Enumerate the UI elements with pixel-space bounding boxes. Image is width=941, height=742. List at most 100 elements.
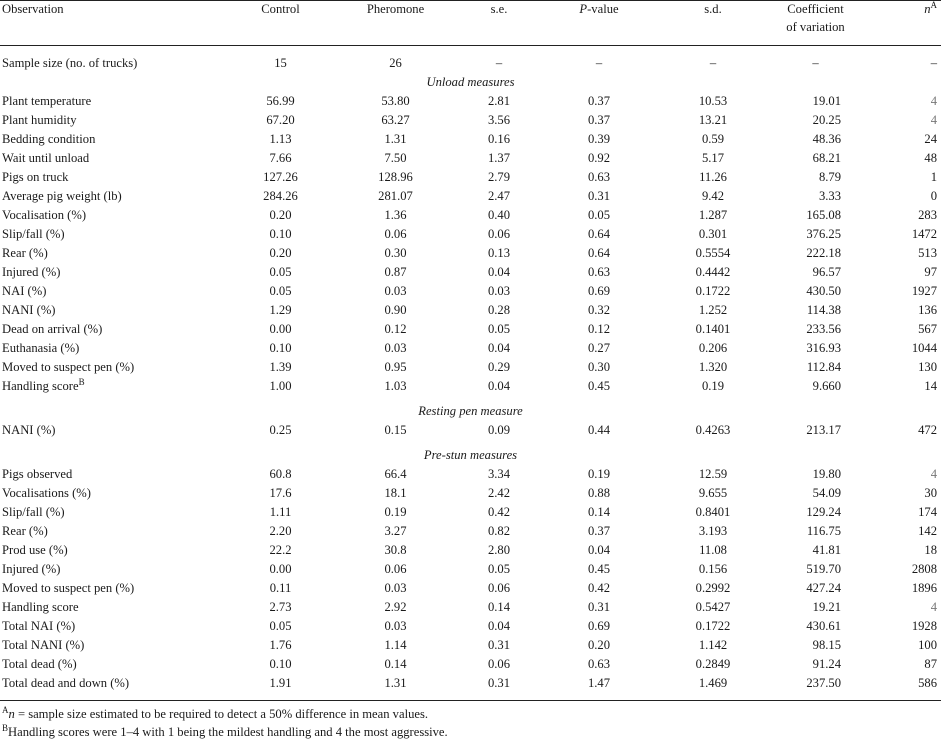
header-n: nA xyxy=(859,0,941,46)
header-cv-line2: of variation xyxy=(786,20,845,34)
unload-cell-pheromone: 0.95 xyxy=(384,360,407,374)
row-label-text: Dead on arrival (%) xyxy=(2,322,103,336)
unload-cell-n: 1472 xyxy=(911,227,937,241)
unload-cell-se: 2.79 xyxy=(487,170,511,184)
header-sd: s.d. xyxy=(704,2,722,16)
prestun-cell-p: 0.19 xyxy=(587,467,611,481)
unload-cell-pheromone: 281.07 xyxy=(378,189,413,203)
unload-row: Moved to suspect pen (%) 1.39 0.95 0.29 0.30… xyxy=(0,358,941,377)
unload-cell-p: 0.64 xyxy=(587,227,611,241)
unload-row: Rear (%) 0.20 0.30 0.13 0.64 0.5554 222.18 513 xyxy=(0,244,941,263)
unload-cell-sd: 0.1401 xyxy=(695,322,731,336)
prestun-cell-n: 30 xyxy=(924,486,937,500)
prestun-cell-control: 0.11 xyxy=(269,581,292,595)
sample-size-cv: – xyxy=(812,56,819,70)
unload-cell-cv: 8.79 xyxy=(818,170,841,184)
footnote-a-n: n xyxy=(8,707,15,721)
prestun-cell-se: 0.31 xyxy=(487,676,511,690)
prestun-cell-cv: 237.50 xyxy=(806,676,841,690)
prestun-cell-se: 0.06 xyxy=(487,581,511,595)
unload-cell-pheromone: 0.03 xyxy=(384,341,407,355)
unload-cell-pheromone: 1.03 xyxy=(384,379,407,393)
row-label-text: Slip/fall (%) xyxy=(2,505,65,519)
unload-cell-n: 14 xyxy=(924,379,937,393)
prestun-row: Total NAI (%) 0.05 0.03 0.04 0.69 0.1722 430.6… xyxy=(0,617,941,636)
prestun-cell-sd: 0.2992 xyxy=(695,581,731,595)
prestun-cell-pheromone: 0.19 xyxy=(384,505,407,519)
footnote-b-marker: B xyxy=(2,723,9,733)
prestun-row-label: Pigs observed xyxy=(0,465,224,484)
row-label-text: Wait until unload xyxy=(2,151,90,165)
header-rule xyxy=(0,45,941,46)
unload-cell-p: 0.37 xyxy=(587,113,611,127)
row-label-text: Moved to suspect pen (%) xyxy=(2,581,135,595)
prestun-cell-p: 0.42 xyxy=(587,581,611,595)
unload-cell-n: 4 xyxy=(930,94,937,108)
unload-row: Average pig weight (lb) 284.26 281.07 2.47 0… xyxy=(0,187,941,206)
unload-cell-pheromone: 53.80 xyxy=(381,94,410,108)
bottom-rule xyxy=(0,700,941,701)
unload-cell-sd: 0.1722 xyxy=(695,284,731,298)
unload-cell-p: 0.64 xyxy=(587,246,611,260)
section-resting: Resting pen measure xyxy=(0,402,941,421)
prestun-row-label: Vocalisations (%) xyxy=(0,484,224,503)
unload-cell-cv: 430.50 xyxy=(806,284,841,298)
unload-row: Wait until unload 7.66 7.50 1.37 0.92 5.17 68.… xyxy=(0,149,941,168)
unload-row-label: Moved to suspect pen (%) xyxy=(0,358,224,377)
prestun-cell-cv: 430.61 xyxy=(806,619,841,633)
unload-cell-control: 56.99 xyxy=(266,94,295,108)
unload-cell-sd: 11.26 xyxy=(699,170,727,184)
row-label-text: NAI (%) xyxy=(2,284,47,298)
unload-cell-cv: 9.660 xyxy=(812,379,841,393)
unload-cell-n: 136 xyxy=(918,303,937,317)
unload-cell-cv: 48.36 xyxy=(812,132,841,146)
prestun-cell-se: 0.06 xyxy=(487,657,511,671)
sample-size-p: – xyxy=(595,56,603,70)
prestun-row-label: Slip/fall (%) xyxy=(0,503,224,522)
prestun-cell-control: 1.11 xyxy=(269,505,292,519)
row-label-text: Handling score xyxy=(2,600,79,614)
row-label-text: Injured (%) xyxy=(2,562,61,576)
prestun-cell-n: 586 xyxy=(918,676,937,690)
unload-row-label: Plant temperature xyxy=(0,92,224,111)
unload-cell-cv: 19.01 xyxy=(812,94,841,108)
unload-cell-se: 0.04 xyxy=(487,379,511,393)
sample-size-sd: – xyxy=(709,56,717,70)
unload-cell-n: 513 xyxy=(918,246,937,260)
unload-cell-n: 1 xyxy=(930,170,937,184)
unload-row-label: NANI (%) xyxy=(0,301,224,320)
prestun-row-label: Total dead (%) xyxy=(0,655,224,674)
prestun-cell-control: 22.2 xyxy=(269,543,292,557)
unload-cell-se: 2.47 xyxy=(487,189,511,203)
unload-cell-p: 0.37 xyxy=(587,94,611,108)
unload-cell-p: 0.12 xyxy=(587,322,611,336)
prestun-cell-control: 0.05 xyxy=(269,619,292,633)
unload-cell-se: 3.56 xyxy=(487,113,511,127)
unload-cell-p: 0.39 xyxy=(587,132,611,146)
prestun-cell-sd: 0.8401 xyxy=(695,505,731,519)
prestun-cell-se: 0.42 xyxy=(487,505,511,519)
unload-cell-sd: 0.206 xyxy=(698,341,728,355)
header-observation: Observation xyxy=(2,2,64,16)
prestun-row-label: Handling score xyxy=(0,598,224,617)
prestun-cell-se: 0.14 xyxy=(487,600,511,614)
unload-row-label: Dead on arrival (%) xyxy=(0,320,224,339)
sample-size-control: 15 xyxy=(274,56,287,70)
unload-cell-sd: 0.301 xyxy=(698,227,728,241)
prestun-cell-control: 0.10 xyxy=(269,657,292,671)
prestun-row: Total dead and down (%) 1.91 1.31 0.31 1.47 1… xyxy=(0,674,941,693)
unload-cell-sd: 0.4442 xyxy=(695,265,731,279)
row-label-sup: B xyxy=(78,377,85,387)
unload-cell-se: 0.28 xyxy=(487,303,511,317)
prestun-cell-pheromone: 0.06 xyxy=(384,562,407,576)
header-cv-line1: Coefficient xyxy=(787,2,844,16)
prestun-cell-sd: 1.142 xyxy=(698,638,728,652)
prestun-cell-control: 17.6 xyxy=(269,486,292,500)
unload-cell-control: 0.05 xyxy=(269,284,292,298)
unload-row: Plant humidity 67.20 63.27 3.56 0.37 13.21 20.… xyxy=(0,111,941,130)
unload-cell-pheromone: 1.31 xyxy=(384,132,407,146)
prestun-cell-n: 4 xyxy=(930,600,937,614)
unload-cell-control: 0.00 xyxy=(269,322,292,336)
unload-cell-control: 1.00 xyxy=(269,379,292,393)
prestun-cell-sd: 0.156 xyxy=(698,562,728,576)
